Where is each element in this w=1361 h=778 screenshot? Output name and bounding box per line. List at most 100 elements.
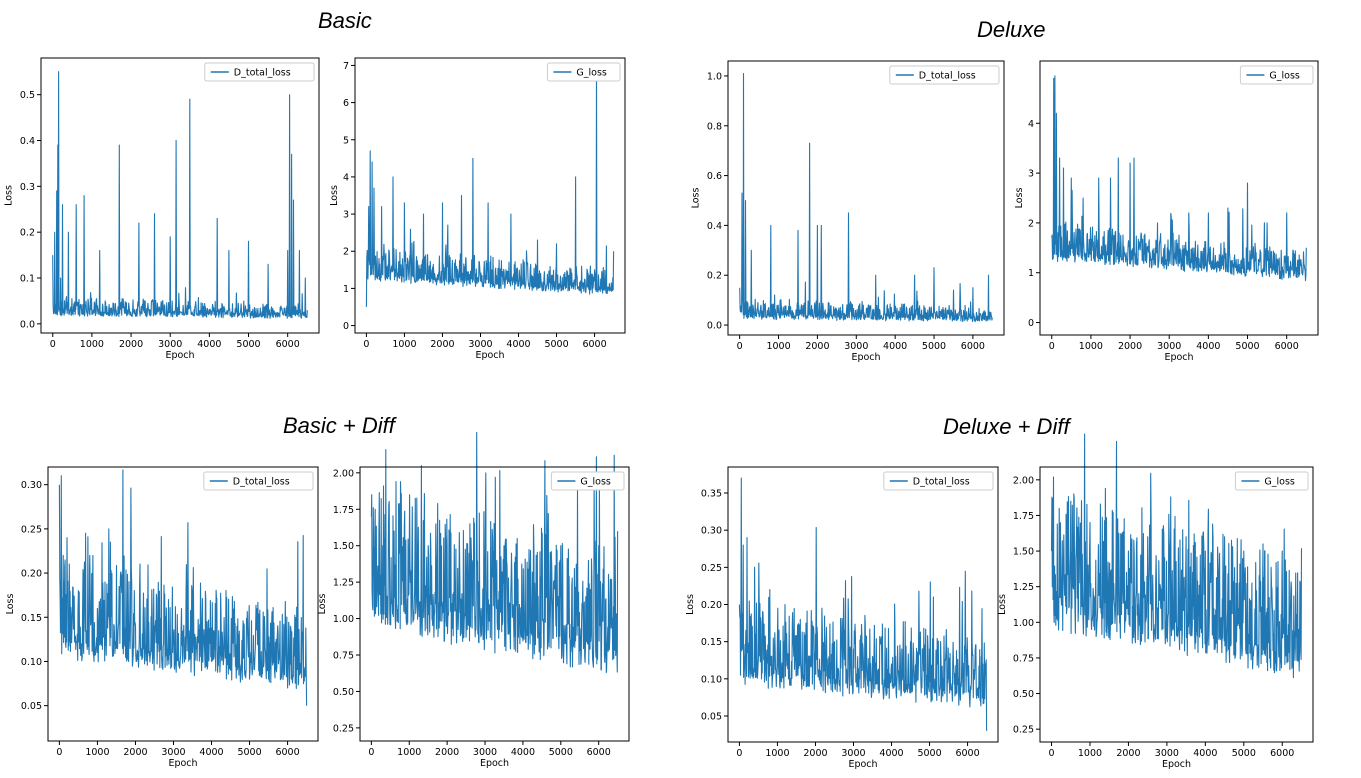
x-tick-label: 3000 (473, 747, 497, 758)
x-tick-label: 0 (1049, 341, 1055, 352)
plot-frame (40, 57, 320, 334)
y-axis-label: Loss (685, 594, 696, 615)
y-tick-label: 1.50 (333, 541, 354, 552)
x-tick-label: 1000 (397, 747, 421, 758)
x-axis-label: Epoch (851, 352, 880, 363)
series-line (52, 71, 308, 319)
y-tick-label: 2.00 (333, 468, 354, 479)
x-tick-label: 1000 (1078, 748, 1102, 759)
x-tick-label: 2000 (1118, 341, 1142, 352)
y-tick-label: 0.30 (701, 526, 722, 537)
y-tick-label: 7 (343, 61, 349, 72)
x-tick-label: 3000 (1157, 341, 1181, 352)
y-tick-label: 0.30 (21, 480, 42, 491)
x-axis-label: Epoch (1164, 352, 1193, 363)
y-tick-label: 2 (343, 247, 349, 258)
y-tick-label: 1.0 (707, 71, 722, 82)
chart-panel-6: 0 1000 2000 3000 4000 5000 6000 0.25 0.50 0.75 1.0… (317, 431, 630, 769)
x-tick-label: 6000 (582, 339, 606, 350)
y-tick-label: 5 (343, 135, 349, 146)
legend-label: D_total_loss (919, 71, 976, 82)
y-tick-label: 0 (1028, 318, 1034, 329)
section-title-deluxe: Deluxe (977, 17, 1046, 42)
plot-frame (1039, 466, 1314, 743)
x-tick-label: 1000 (85, 747, 109, 758)
y-tick-label: 0.25 (21, 524, 42, 535)
plot-frame (1039, 60, 1319, 336)
x-axis-label: Epoch (168, 758, 197, 769)
x-tick-label: 0 (363, 339, 369, 350)
y-tick-label: 1.25 (1013, 582, 1034, 593)
chart-panel-5: 0 1000 2000 3000 4000 5000 6000 0.05 0.10 0.15 0.2… (5, 466, 319, 769)
series-line (365, 68, 615, 308)
x-tick-label: 6000 (961, 341, 985, 352)
x-tick-label: 5000 (917, 748, 941, 759)
x-tick-label: 3000 (158, 339, 182, 350)
y-tick-label: 0.75 (333, 651, 354, 662)
y-tick-label: 0.25 (333, 723, 354, 734)
legend-box (883, 471, 994, 491)
y-tick-label: 0.25 (701, 563, 722, 574)
x-tick-label: 0 (50, 339, 56, 350)
legend-box (203, 471, 314, 491)
y-tick-label: 0.20 (21, 569, 42, 580)
x-tick-label: 1000 (766, 341, 790, 352)
x-tick-label: 4000 (879, 748, 903, 759)
y-tick-label: 1 (1028, 268, 1034, 279)
x-tick-label: 3000 (161, 747, 185, 758)
legend-box (1239, 65, 1314, 85)
x-tick-label: 4000 (883, 341, 907, 352)
y-tick-label: 0.50 (333, 687, 354, 698)
y-tick-label: 1 (343, 284, 349, 295)
y-tick-label: 0.1 (20, 274, 35, 285)
x-tick-label: 5000 (1232, 748, 1256, 759)
series-line (1051, 75, 1307, 282)
section-title-basic: Basic (318, 8, 372, 33)
y-tick-label: 0.15 (701, 637, 722, 648)
y-tick-label: 1.75 (1013, 511, 1034, 522)
x-tick-label: 4000 (199, 747, 223, 758)
x-tick-label: 3000 (468, 339, 492, 350)
y-axis-label: Loss (329, 185, 340, 206)
y-tick-label: 0.6 (707, 171, 722, 182)
y-tick-label: 1.25 (333, 578, 354, 589)
x-tick-label: 5000 (1235, 341, 1259, 352)
x-tick-label: 5000 (549, 747, 573, 758)
x-tick-label: 2000 (803, 748, 827, 759)
y-tick-label: 0.4 (707, 221, 722, 232)
y-tick-label: 0.4 (20, 136, 35, 147)
plot-frame (359, 466, 630, 742)
y-tick-label: 0.2 (707, 271, 722, 282)
legend-box (1234, 471, 1309, 491)
chart-panel-3: 0 1000 2000 3000 4000 5000 6000 0.0 0.2 0.4 0.6 0.8… (691, 60, 1005, 363)
y-tick-label: 0.10 (701, 674, 722, 685)
x-tick-label: 4000 (1193, 748, 1217, 759)
y-tick-label: 2 (1028, 218, 1034, 229)
x-tick-label: 1000 (392, 339, 416, 350)
plot-frame (47, 466, 319, 742)
y-tick-label: 0.35 (701, 489, 722, 500)
x-tick-label: 6000 (955, 748, 979, 759)
x-tick-label: 5000 (236, 339, 260, 350)
legend-label: G_loss (1264, 477, 1295, 488)
y-tick-label: 2.00 (1013, 475, 1034, 486)
y-axis-label: Loss (5, 594, 16, 615)
x-tick-label: 2000 (123, 747, 147, 758)
y-tick-label: 0.05 (701, 711, 722, 722)
x-tick-label: 2000 (1116, 748, 1140, 759)
x-tick-label: 0 (1049, 748, 1055, 759)
y-tick-label: 0.0 (707, 321, 722, 332)
x-axis-label: Epoch (480, 758, 509, 769)
y-tick-label: 0.8 (707, 121, 722, 132)
x-tick-label: 6000 (276, 339, 300, 350)
x-tick-label: 3000 (1155, 748, 1179, 759)
x-axis-label: Epoch (165, 350, 194, 361)
y-tick-label: 0.20 (701, 600, 722, 611)
legend-label: G_loss (1269, 71, 1300, 82)
legend-box (204, 62, 315, 82)
x-tick-label: 4000 (506, 339, 530, 350)
y-axis-label: Loss (317, 594, 328, 615)
series-line (58, 469, 308, 706)
x-tick-label: 5000 (544, 339, 568, 350)
